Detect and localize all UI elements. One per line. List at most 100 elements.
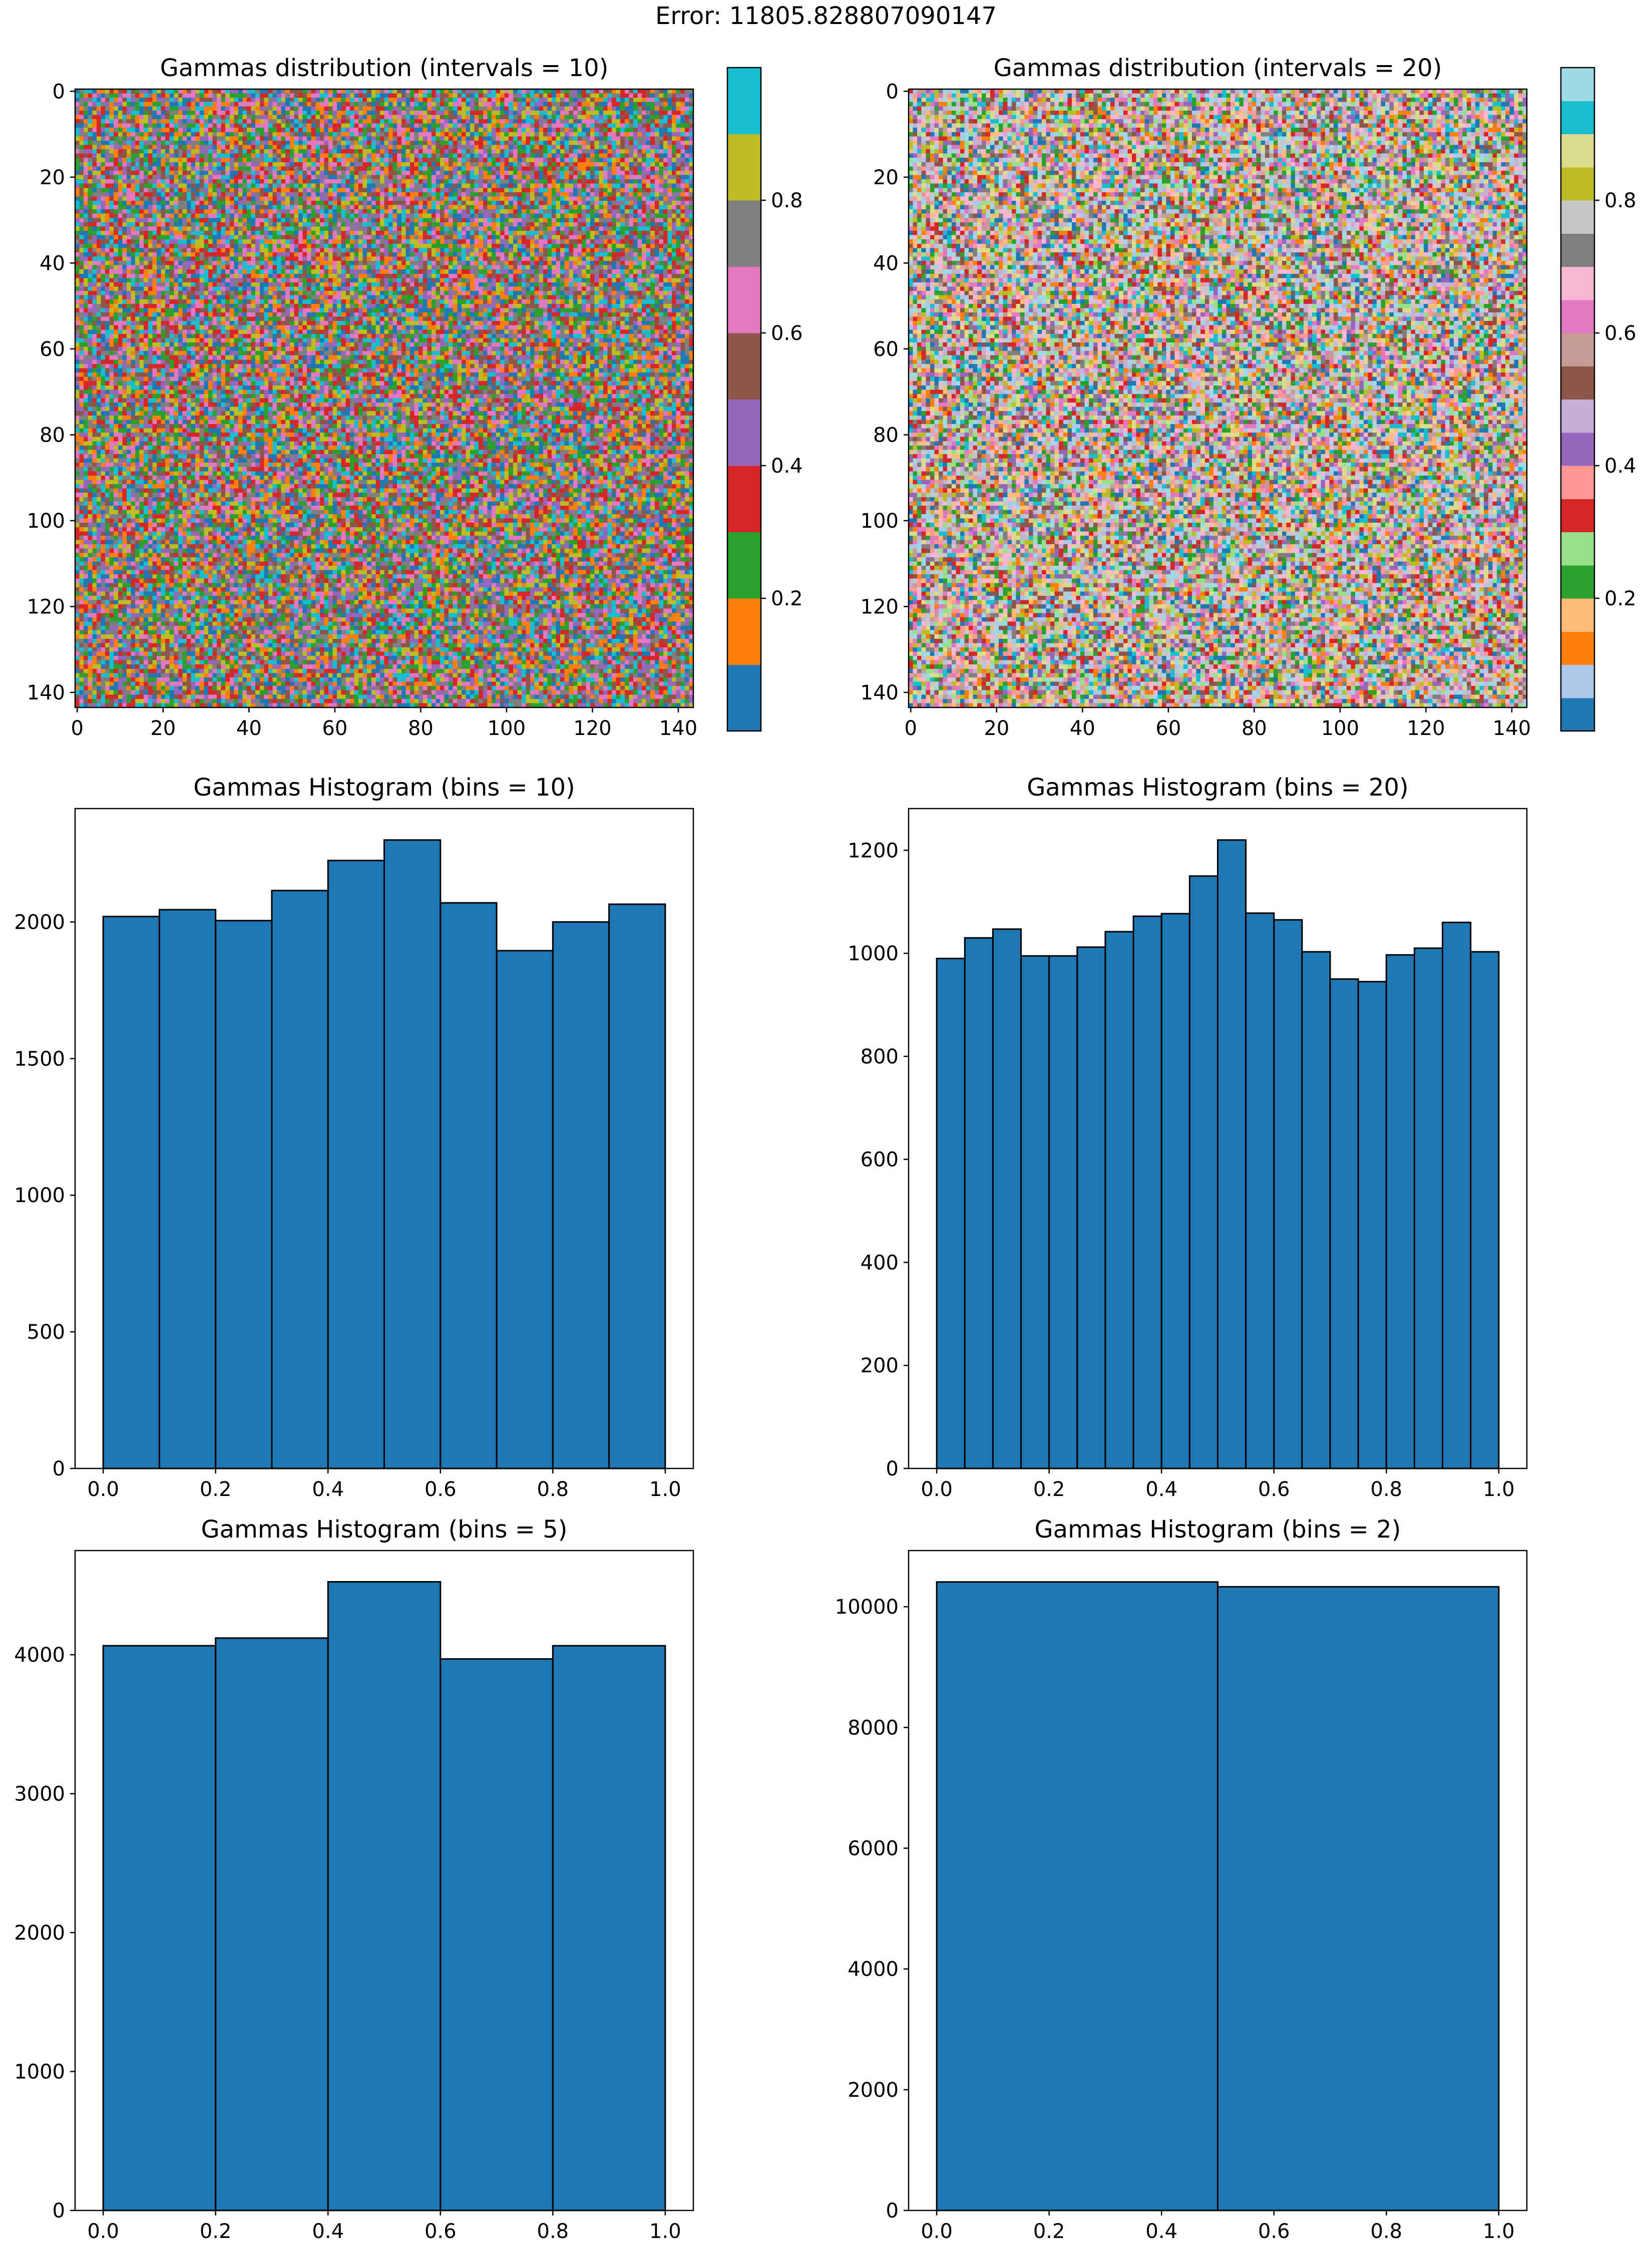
heatmap-cell [294,213,299,218]
heatmap-cell [101,115,106,120]
heatmap-cell [328,115,333,120]
heatmap-cell [208,162,213,167]
heatmap-cell [182,106,187,111]
heatmap-cell [307,106,312,111]
heatmap-cell [152,145,157,150]
heatmap-cell [319,119,325,124]
heatmap-cell [379,145,385,150]
heatmap-cell [131,132,136,137]
heatmap-cell [161,205,166,210]
heatmap-cell [96,179,102,184]
heatmap-cell [684,175,690,180]
heatmap-cell [491,183,497,188]
heatmap-cell [551,149,557,154]
heatmap-cell [208,231,213,236]
heatmap-cell [84,132,89,137]
heatmap-cell [354,128,359,133]
heatmap-cell [384,209,389,214]
heatmap-cell [362,166,367,171]
heatmap-cell [96,209,102,214]
heatmap-cell [238,128,243,133]
heatmap-cell [139,179,144,184]
heatmap-cell [637,162,642,167]
heatmap-cell [534,222,539,227]
heatmap-cell [204,231,209,236]
heatmap-cell [650,213,655,218]
heatmap-cell [212,218,217,223]
heatmap-cell [689,170,694,176]
heatmap-cell [637,205,642,210]
heatmap-cell [165,175,170,180]
heatmap-cell [427,209,432,214]
heatmap-cell [547,98,552,103]
heatmap-cell [324,188,329,193]
heatmap-cell [294,183,299,188]
heatmap-cell [672,93,677,98]
heatmap-cell [191,119,196,124]
heatmap-cell [367,153,372,158]
heatmap-cell [633,166,638,171]
heatmap-cell [530,213,535,218]
heatmap-cell [79,218,84,223]
heatmap-cell [436,200,441,206]
heatmap-cell [461,145,467,150]
heatmap-cell [397,128,402,133]
heatmap-cell [543,179,548,184]
heatmap-cell [152,162,157,167]
heatmap-cell [362,205,367,210]
heatmap-cell [504,93,509,98]
heatmap-cell [315,158,320,163]
heatmap-cell [612,132,617,137]
heatmap-cell [388,115,393,120]
heatmap-cell [268,106,273,111]
heatmap-cell [221,106,226,111]
heatmap-cell [131,209,136,214]
heatmap-cell [354,192,359,197]
heatmap-cell [109,149,114,154]
heatmap-cell [624,102,629,107]
heatmap-cell [144,209,149,214]
heatmap-cell [676,119,681,124]
heatmap-cell [556,200,561,206]
heatmap-cell [646,175,651,180]
heatmap-cell [642,170,647,176]
heatmap-cell [324,153,329,158]
heatmap-cell [530,205,535,210]
heatmap-cell [689,106,694,111]
heatmap-cell [199,188,204,193]
heatmap-cell [221,188,226,193]
heatmap-cell [96,192,102,197]
heatmap-cell [642,102,647,107]
heatmap-cell [285,128,290,133]
heatmap-cell [569,128,574,133]
heatmap-cell [620,183,625,188]
heatmap-cell [285,170,290,176]
heatmap-cell [530,175,535,180]
heatmap-cell [217,158,222,163]
heatmap-cell [409,158,415,163]
heatmap-cell [268,226,273,231]
heatmap-cell [148,188,153,193]
heatmap-cell [204,205,209,210]
heatmap-cell [556,140,561,146]
heatmap-cell [229,128,234,133]
heatmap-cell [251,235,256,240]
heatmap-cell [174,98,179,103]
heatmap-cell [539,132,544,137]
heatmap-cell [629,200,634,206]
heatmap-cell [684,166,690,171]
heatmap-cell [169,175,174,180]
heatmap-cell [530,196,535,201]
heatmap-cell [259,231,264,236]
heatmap-cell [659,209,664,214]
heatmap-cell [332,200,337,206]
heatmap-cell [259,115,264,120]
heatmap-cell [530,192,535,197]
heatmap-cell [423,140,428,146]
heatmap-cell [654,183,659,188]
heatmap-cell [298,102,303,107]
heatmap-cell [84,226,89,231]
heatmap-cell [238,218,243,223]
panel-1: Gammas distribution (intervals = 10)0 20 4… [27,54,803,740]
heatmap-cell [603,106,608,111]
